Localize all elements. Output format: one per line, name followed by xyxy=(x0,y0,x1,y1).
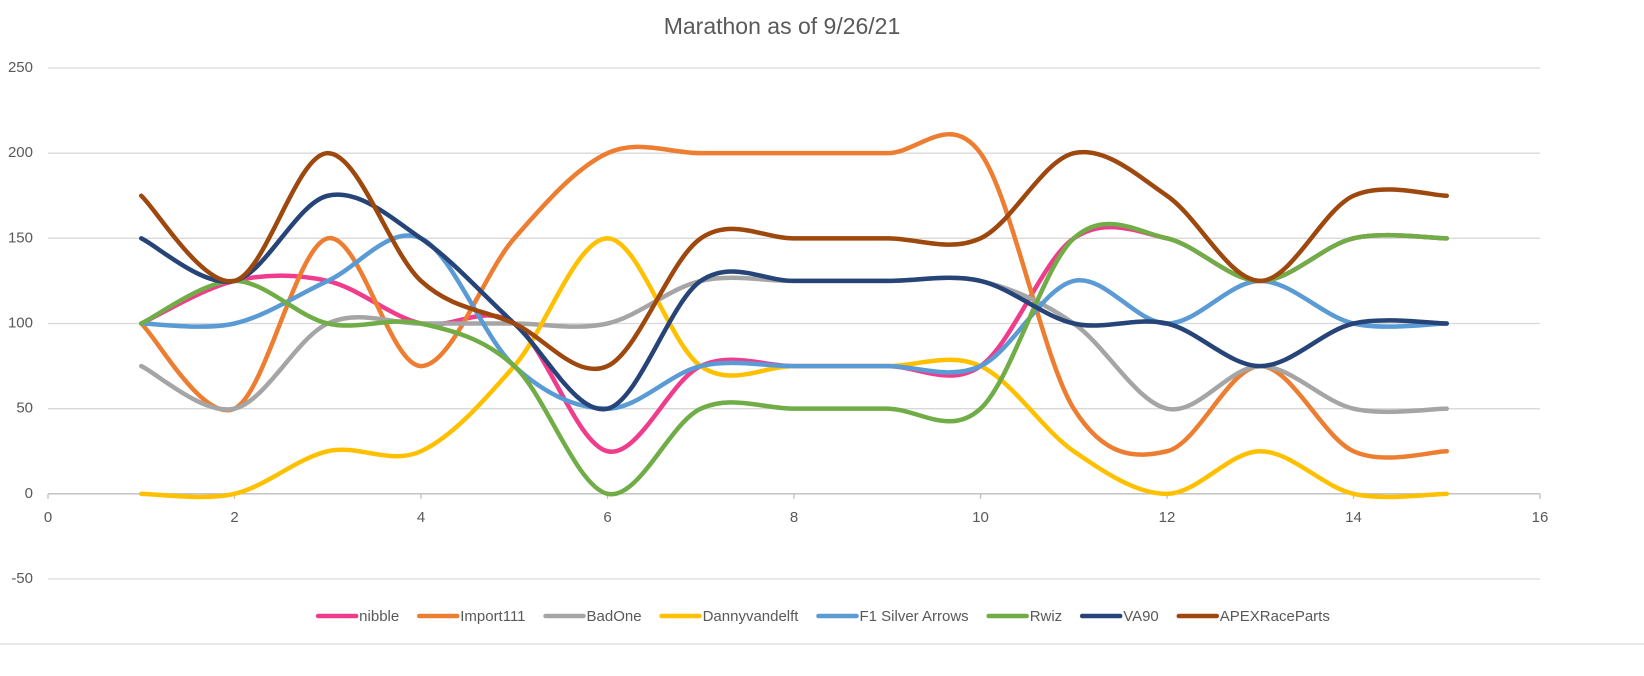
legend-item: Rwiz xyxy=(986,608,1063,625)
legend: nibble Import111 BadOne Dannyvandelft F1 Sil… xyxy=(315,608,1330,625)
legend-label: nibble xyxy=(359,608,399,625)
series-line xyxy=(139,236,1449,500)
x-tick-label: 0 xyxy=(44,509,52,526)
legend-label: APEXRaceParts xyxy=(1220,608,1330,625)
x-tick-label: 6 xyxy=(603,509,611,526)
series-line xyxy=(139,192,1449,412)
series-line xyxy=(139,149,1449,372)
legend-item: APEXRaceParts xyxy=(1176,608,1330,625)
y-tick-label: -50 xyxy=(11,570,33,587)
y-tick-label: 250 xyxy=(8,59,33,76)
legend-item: Import111 xyxy=(416,608,526,625)
legend-label: BadOne xyxy=(587,608,642,625)
legend-label: Dannyvandelft xyxy=(703,608,800,625)
x-tick-label: 2 xyxy=(230,509,238,526)
legend-label: F1 Silver Arrows xyxy=(859,608,968,625)
x-tick-label: 10 xyxy=(972,509,989,526)
legend-item: BadOne xyxy=(543,608,642,625)
series-line xyxy=(139,221,1449,497)
y-tick-label: 100 xyxy=(8,314,33,331)
y-tick-label: 0 xyxy=(25,485,33,502)
x-tick-label: 16 xyxy=(1532,509,1549,526)
legend-label: Import111 xyxy=(460,608,525,625)
legend-item: Dannyvandelft xyxy=(659,608,800,625)
y-tick-label: 200 xyxy=(8,144,33,161)
chart-title: Marathon as of 9/26/21 xyxy=(664,13,901,39)
x-tick-label: 14 xyxy=(1345,509,1362,526)
legend-item: nibble xyxy=(315,608,399,625)
legend-item: F1 Silver Arrows xyxy=(816,608,969,625)
x-tick-label: 8 xyxy=(790,509,798,526)
series-line xyxy=(139,132,1449,460)
legend-label: Rwiz xyxy=(1030,608,1063,625)
x-tick-label: 4 xyxy=(417,509,425,526)
legend-item: VA90 xyxy=(1079,608,1159,625)
y-tick-label: 150 xyxy=(8,229,33,246)
y-tick-label: 50 xyxy=(16,400,33,417)
x-tick-label: 12 xyxy=(1159,509,1176,526)
legend-label: VA90 xyxy=(1123,608,1159,625)
series-line xyxy=(139,233,1449,411)
